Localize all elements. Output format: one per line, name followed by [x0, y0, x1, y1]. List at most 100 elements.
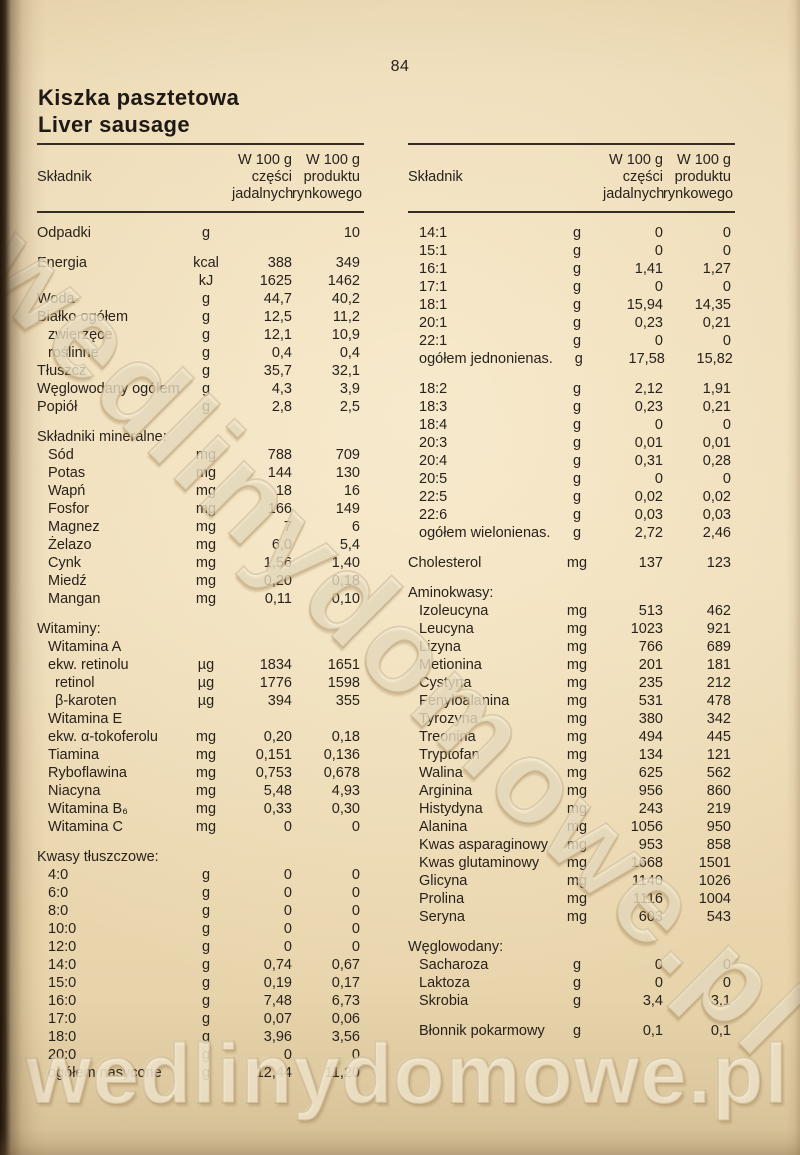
row-label: Mangan: [48, 591, 101, 607]
row-unit: mg: [566, 837, 588, 853]
table-row: Izoleucyna mg 513 462: [408, 602, 735, 620]
table-row: 12:0 g 0 0: [37, 938, 364, 956]
table-row: Prolina mg 1116 1004: [408, 890, 735, 908]
row-unit: mg: [195, 729, 217, 745]
row-value-edible-part: 243: [638, 801, 663, 817]
table-row: 17:1 g 0 0: [408, 278, 735, 296]
table-row: Witamina A: [37, 638, 364, 656]
row-unit: mg: [566, 819, 588, 835]
table-row: Seryna mg 603 543: [408, 908, 735, 926]
row-unit: mg: [566, 873, 588, 889]
row-value-edible-part: [603, 584, 663, 602]
table-row: Laktoza g 0 0: [408, 974, 735, 992]
row-label: 20:4: [419, 453, 448, 469]
row-value-edible-part: 956: [638, 783, 663, 799]
table-row: Mangan mg 0,11 0,10: [37, 590, 364, 608]
table-row: Kwas glutaminowy mg 1668 1501: [408, 854, 735, 872]
table-row: Witamina B₆ mg 0,33 0,30: [37, 800, 364, 818]
row-label: 17:0: [48, 1011, 77, 1027]
row-value-edible-part: 0: [283, 921, 292, 937]
row-unit: µg: [197, 675, 215, 691]
left-table: W 100 g W 100 g Składnik części produktu…: [37, 143, 364, 1082]
row-label: Tiamina: [48, 747, 100, 763]
row-label: Treonina: [419, 729, 476, 745]
row-value-market-product: 0,28: [702, 453, 731, 469]
row-value-market-product: 0: [722, 279, 731, 295]
row-value-edible-part: 1,56: [263, 555, 292, 571]
row-value-edible-part: 2,72: [634, 525, 663, 541]
page-title: Kiszka pasztetowa Liver sausage: [38, 84, 239, 138]
row-value-market-product: 543: [706, 909, 731, 925]
row-label: 17:1: [419, 279, 448, 295]
header-col2-line1: W 100 g: [677, 152, 731, 168]
row-label: Magnez: [48, 519, 100, 535]
row-value-edible-part: 0,23: [634, 399, 663, 415]
row-value-market-product: 212: [706, 675, 731, 691]
row-value-market-product: 11,2: [332, 309, 360, 325]
row-unit: g: [572, 297, 582, 313]
row-value-market-product: 858: [706, 837, 731, 853]
row-value-edible-part: 1,41: [634, 261, 663, 277]
row-label: Niacyna: [48, 783, 101, 799]
row-unit: g: [201, 225, 211, 241]
row-label: Witamina E: [48, 711, 123, 727]
row-label: Metionina: [419, 657, 482, 673]
page-number: 84: [390, 58, 410, 75]
row-unit: g: [201, 363, 211, 379]
row-label: 16:0: [48, 993, 77, 1009]
row-value-edible-part: 394: [267, 693, 292, 709]
row-value-edible-part: 788: [267, 447, 292, 463]
table-row: 10:0 g 0 0: [37, 920, 364, 938]
row-label: Fosfor: [48, 501, 90, 517]
row-value-market-product: 149: [335, 501, 360, 517]
row-unit: [180, 848, 232, 866]
table-row: Alanina mg 1056 950: [408, 818, 735, 836]
header-col2-line2: produktu: [303, 169, 360, 185]
row-value-market-product: 1,40: [331, 555, 360, 571]
table-row: 20:3 g 0,01 0,01: [408, 434, 735, 452]
header-col2-line3: rynkowego: [663, 186, 734, 202]
table-row: 18:1 g 15,94 14,35: [408, 296, 735, 314]
section-label: Aminokwasy:: [408, 585, 494, 601]
row-label: 6:0: [48, 885, 69, 901]
row-value-edible-part: 166: [267, 501, 292, 517]
row-value-edible-part: 1140: [631, 873, 663, 889]
table-row: 14:1 g 0 0: [408, 224, 735, 242]
row-value-edible-part: 0,31: [634, 453, 663, 469]
row-unit: mg: [195, 519, 217, 535]
row-label: Witamina A: [48, 639, 122, 655]
header-col2-line1: W 100 g: [306, 152, 360, 168]
row-value-edible-part: 1625: [259, 273, 292, 289]
row-unit: mg: [195, 747, 217, 763]
row-value-edible-part: 15,94: [626, 297, 663, 313]
row-value-market-product: 0,18: [331, 573, 360, 589]
row-value-market-product: 130: [335, 465, 360, 481]
row-unit: g: [572, 243, 582, 259]
section-header-row: Kwasy tłuszczowe:: [37, 848, 364, 866]
row-label: 15:0: [48, 975, 77, 991]
row-value-market-product: 1004: [698, 891, 731, 907]
row-unit: g: [201, 1029, 211, 1045]
table-row: 18:3 g 0,23 0,21: [408, 398, 735, 416]
row-label: 20:3: [419, 435, 448, 451]
row-label: Seryna: [419, 909, 465, 925]
row-value-edible-part: 0: [654, 243, 663, 259]
row-unit: [551, 584, 603, 602]
header-col1-line2: części: [251, 169, 292, 185]
row-unit: mg: [566, 783, 588, 799]
row-label: 18:2: [419, 381, 448, 397]
right-table-body: 14:1 g 0 0 15:1 g 0 0 16:1 g 1,41 1,27 17:1 g 0 0 18:1 g 1…: [408, 213, 735, 1040]
row-unit: g: [201, 993, 211, 1009]
row-unit: g: [201, 381, 211, 397]
row-label: 22:6: [419, 507, 448, 523]
row-unit: mg: [566, 555, 588, 571]
row-value-market-product: 1026: [698, 873, 731, 889]
row-unit: mg: [566, 891, 588, 907]
row-value-market-product: 0,03: [702, 507, 731, 523]
row-label: β-karoten: [55, 693, 117, 709]
row-value-market-product: 0: [722, 243, 731, 259]
row-label: 15:1: [419, 243, 448, 259]
section-header-row: Węglowodany:: [408, 938, 735, 956]
table-row: 22:5 g 0,02 0,02: [408, 488, 735, 506]
row-value-edible-part: 380: [638, 711, 663, 727]
